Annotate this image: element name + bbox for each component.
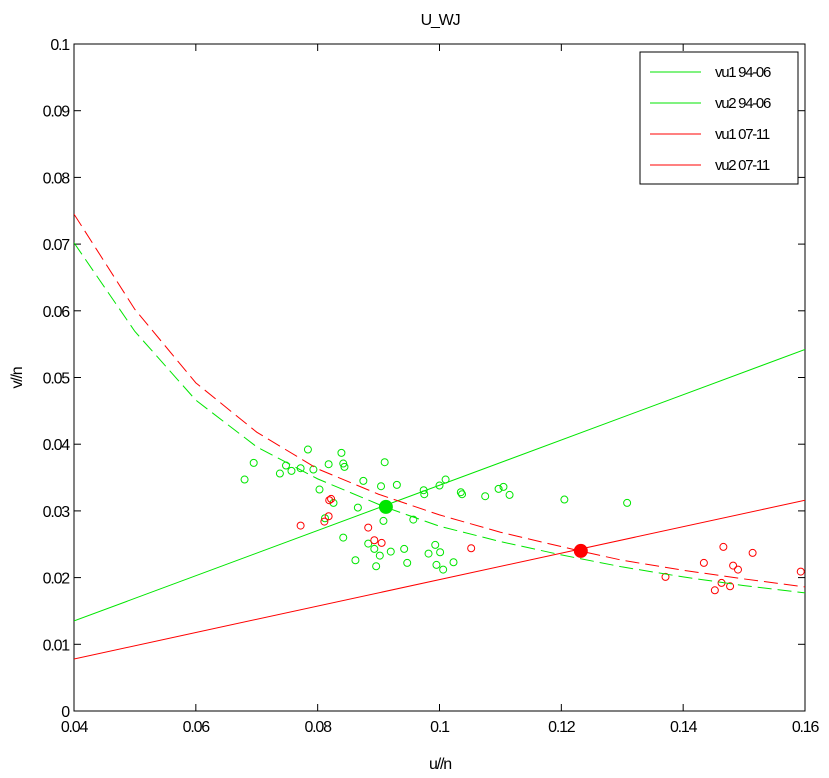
- scatter-point: [726, 582, 735, 591]
- scatter-point: [339, 533, 348, 542]
- scatter-point: [710, 586, 719, 595]
- scatter-point: [249, 458, 258, 467]
- x-tick-label: 0.04: [61, 719, 89, 736]
- y-tick-label: 0.07: [43, 237, 71, 254]
- scatter-point: [424, 549, 433, 558]
- x-tick-label: 0.06: [183, 719, 211, 736]
- scatter-point: [337, 448, 346, 457]
- y-tick-label: 0.08: [43, 170, 71, 187]
- scatter-point: [560, 495, 569, 504]
- scatter-point: [436, 548, 445, 557]
- scatter-point: [370, 544, 379, 553]
- legend-label: vu1 94-06: [715, 64, 771, 81]
- scatter-point: [505, 490, 514, 499]
- scatter-point: [364, 523, 373, 532]
- x-tick-label: 0.1: [430, 719, 450, 736]
- scatter-point: [403, 558, 412, 567]
- legend-label: vu2 07-11: [715, 157, 770, 174]
- scatter-point: [324, 512, 333, 521]
- scatter-point: [456, 488, 465, 497]
- y-axis-label: v//n: [9, 367, 26, 388]
- scatter-point: [699, 558, 708, 567]
- scatter-point: [339, 459, 348, 468]
- y-tick-label: 0.09: [43, 104, 71, 121]
- chart-title: U_WJ: [421, 12, 460, 29]
- scatter-point: [377, 538, 386, 547]
- scatter-point: [240, 475, 249, 484]
- scatter-point: [359, 476, 368, 485]
- scatter-point: [375, 551, 384, 560]
- scatter-point: [661, 572, 670, 581]
- scatter-point: [729, 561, 738, 570]
- y-tick-label: 0.04: [43, 437, 71, 454]
- scatter-point: [380, 458, 389, 467]
- x-axis-label: u//n: [429, 756, 451, 773]
- scatter-point: [351, 556, 360, 565]
- scatter-point: [458, 490, 467, 499]
- scatter-point: [275, 469, 284, 478]
- x-tick-label: 0.16: [792, 719, 820, 736]
- x-tick-label: 0.14: [670, 719, 698, 736]
- scatter-point: [315, 485, 324, 494]
- scatter-point: [329, 498, 338, 507]
- series-line: [74, 242, 805, 594]
- y-tick-label: 0.03: [43, 504, 71, 521]
- scatter-point: [481, 492, 490, 501]
- scatter-point: [379, 516, 388, 525]
- x-tick-label: 0.08: [304, 719, 332, 736]
- y-tick-label: 0.06: [43, 304, 71, 321]
- scatter-point: [324, 460, 333, 469]
- data-layer: [74, 213, 805, 660]
- scatter-point: [327, 494, 336, 503]
- legend: vu1 94-06 vu2 94-06 vu1 07-11 vu2 07-11: [639, 51, 799, 185]
- intersection-marker: [573, 543, 588, 558]
- plot-area: 0.04 0.06 0.08 0.1 0.12 0.14 0.16 0 0.01 0.02 0.03…: [43, 37, 821, 736]
- scatter-point: [435, 481, 444, 490]
- scatter-point: [296, 521, 305, 530]
- scatter-point: [796, 567, 805, 576]
- scatter-point: [287, 466, 296, 475]
- series-line: [74, 349, 805, 622]
- scatter-point: [719, 542, 728, 551]
- scatter-point: [431, 540, 440, 549]
- scatter-point: [372, 562, 381, 571]
- x-tick-label: 0.12: [548, 719, 576, 736]
- scatter-point: [400, 544, 409, 553]
- y-tick-label: 0.01: [43, 637, 71, 654]
- scatter-point: [353, 503, 362, 512]
- scatter-point: [364, 539, 373, 548]
- legend-frame: [639, 51, 799, 185]
- legend-box: [711, 52, 798, 184]
- legend-label: vu2 94-06: [715, 95, 771, 112]
- scatter-point: [733, 565, 742, 574]
- intersection-marker: [378, 499, 393, 514]
- scatter-point: [325, 496, 334, 505]
- scatter-point: [494, 484, 503, 493]
- series-line: [74, 499, 805, 660]
- scatter-point: [386, 547, 395, 556]
- scatter-point: [439, 565, 448, 574]
- scatter-point: [340, 462, 349, 471]
- y-tick-label: 0.05: [43, 371, 71, 388]
- scatter-point: [377, 482, 386, 491]
- scatter-point: [370, 536, 379, 545]
- scatter-point: [499, 482, 508, 491]
- scatter-point: [748, 548, 757, 557]
- y-tick-label: 0.1: [50, 37, 70, 54]
- scatter-point: [623, 498, 632, 507]
- scatter-point: [303, 445, 312, 454]
- scatter-point: [320, 517, 329, 526]
- scatter-point: [449, 558, 458, 567]
- series-line: [74, 213, 805, 588]
- scatter-point: [392, 480, 401, 489]
- y-tick-label: 0.02: [43, 571, 71, 588]
- scatter-point: [409, 515, 418, 524]
- scatter-point: [467, 544, 476, 553]
- legend-label: vu1 07-11: [715, 126, 770, 143]
- y-tick-label: 0: [61, 704, 70, 721]
- scatter-point: [432, 560, 441, 569]
